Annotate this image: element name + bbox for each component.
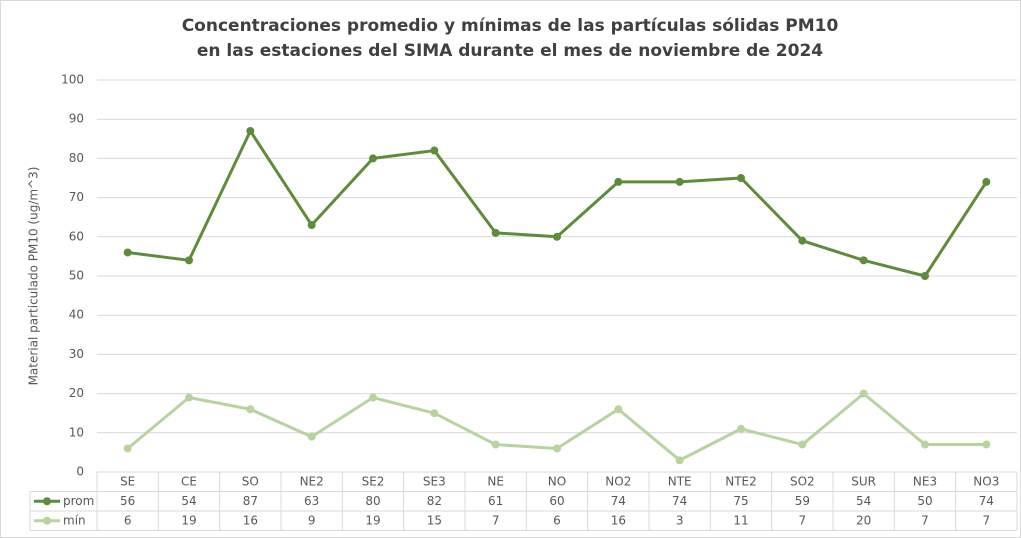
table-value: 74 <box>672 494 687 508</box>
legend-label: mín <box>63 513 86 527</box>
data-point <box>491 228 500 237</box>
table-value: 61 <box>488 494 503 508</box>
x-tick-label: SE <box>120 474 135 488</box>
data-point <box>675 177 684 186</box>
data-point <box>369 393 377 402</box>
table-value: 54 <box>856 494 871 508</box>
table-value: 60 <box>549 494 564 508</box>
data-point <box>982 440 991 449</box>
x-tick-label: NE3 <box>913 474 937 488</box>
legend-label: prom <box>63 494 94 508</box>
table-value: 16 <box>611 513 626 527</box>
table-value: 54 <box>181 494 196 508</box>
data-point <box>859 389 868 398</box>
data-point <box>246 405 255 414</box>
data-point <box>307 432 316 441</box>
data-point <box>246 126 255 135</box>
table-value: 74 <box>611 494 626 508</box>
chart-title: Concentraciones promedio y mínimas de la… <box>182 16 839 36</box>
table-value: 59 <box>795 494 810 508</box>
x-tick-label: NTE <box>668 474 692 488</box>
data-point <box>737 424 745 433</box>
table-value: 82 <box>427 494 442 508</box>
data-point <box>185 256 193 265</box>
data-point <box>614 405 623 414</box>
y-tick-label: 40 <box>69 308 84 322</box>
x-tick-label: NO3 <box>973 474 999 488</box>
data-point <box>921 440 929 449</box>
data-point <box>553 444 561 453</box>
data-point <box>123 248 132 257</box>
x-tick-label: NE2 <box>300 474 324 488</box>
table-value: 3 <box>676 513 684 527</box>
x-tick-label: NE <box>487 474 504 488</box>
table-value: 80 <box>365 494 380 508</box>
x-tick-label: NO2 <box>605 474 631 488</box>
table-value: 19 <box>365 513 380 527</box>
y-tick-label: 60 <box>69 229 84 243</box>
y-tick-label: 80 <box>69 151 84 165</box>
y-tick-label: 90 <box>69 112 84 126</box>
legend-swatch <box>43 516 51 525</box>
data-point <box>430 146 439 155</box>
table-value: 87 <box>243 494 258 508</box>
table-value: 74 <box>979 494 994 508</box>
table-value: 7 <box>921 513 929 527</box>
x-tick-label: SE2 <box>362 474 385 488</box>
chart-title: en las estaciones del SIMA durante el me… <box>197 41 823 61</box>
y-tick-label: 0 <box>76 465 84 479</box>
data-point <box>798 236 807 245</box>
table-value: 9 <box>308 513 316 527</box>
data-point <box>491 440 500 449</box>
data-point <box>123 444 132 453</box>
data-point <box>614 177 623 186</box>
table-value: 19 <box>181 513 196 527</box>
table-value: 16 <box>243 513 258 527</box>
y-tick-label: 20 <box>69 386 84 400</box>
x-tick-label: NO <box>548 474 566 488</box>
table-value: 75 <box>733 494 748 508</box>
y-axis-label: Material particulado PM10 (ug/m^3) <box>27 167 41 386</box>
data-point <box>675 456 684 465</box>
data-point <box>921 272 929 280</box>
data-point <box>798 440 807 449</box>
y-tick-label: 10 <box>69 425 84 439</box>
data-point <box>737 174 745 182</box>
table-value: 6 <box>124 513 132 527</box>
table-value: 11 <box>733 513 748 527</box>
data-point <box>185 393 193 402</box>
y-tick-label: 50 <box>69 269 84 283</box>
y-tick-label: 30 <box>69 347 84 361</box>
x-tick-label: SE3 <box>423 474 446 488</box>
x-tick-label: SO2 <box>790 474 815 488</box>
x-tick-label: NTE2 <box>725 474 757 488</box>
data-point <box>553 232 561 241</box>
data-point <box>430 409 439 418</box>
table-value: 6 <box>553 513 561 527</box>
data-point <box>307 221 316 230</box>
table-value: 7 <box>492 513 500 527</box>
x-tick-label: SUR <box>851 474 876 488</box>
table-value: 56 <box>120 494 135 508</box>
table-value: 7 <box>983 513 991 527</box>
table-value: 15 <box>427 513 442 527</box>
x-tick-label: CE <box>181 474 197 488</box>
table-value: 63 <box>304 494 319 508</box>
y-tick-label: 100 <box>61 73 84 87</box>
data-point <box>369 154 377 163</box>
legend-swatch <box>43 497 51 506</box>
table-value: 20 <box>856 513 871 527</box>
x-tick-label: SO <box>242 474 259 488</box>
data-point <box>859 256 868 265</box>
table-value: 7 <box>799 513 807 527</box>
data-point <box>982 177 991 186</box>
table-value: 50 <box>917 494 932 508</box>
y-tick-label: 70 <box>69 190 84 204</box>
